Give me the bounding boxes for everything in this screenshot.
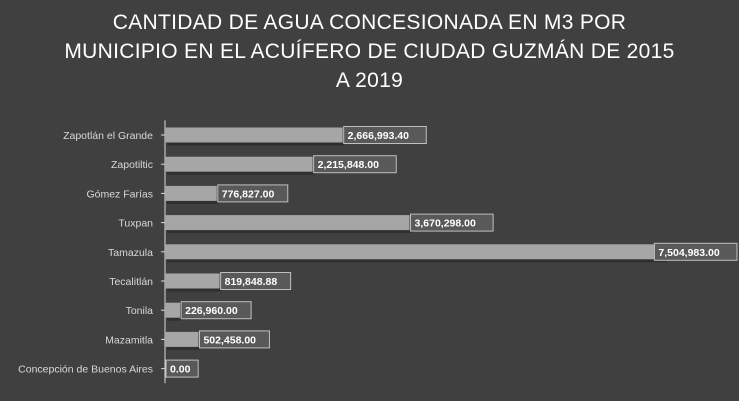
value-label: 2,215,848.00 [318, 159, 379, 171]
category-label: Tuxpan [118, 218, 153, 230]
bar [165, 127, 343, 143]
chart-title-line-2: MUNICIPIO EN EL ACUÍFERO DE CIUDAD GUZMÁ… [64, 40, 675, 63]
chart-title-line-3: A 2019 [335, 69, 404, 92]
chart-title-line-1: CANTIDAD DE AGUA CONCESIONADA EN M3 POR [112, 11, 627, 34]
category-label: Tamazula [108, 247, 153, 259]
value-label-box [653, 242, 738, 261]
bar [165, 215, 410, 231]
value-label: 0.00 [170, 364, 191, 376]
value-label: 502,458.00 [203, 334, 256, 346]
bar [165, 244, 665, 260]
value-label: 2,666,993.40 [348, 130, 409, 142]
bar [165, 156, 313, 172]
bar [165, 302, 181, 318]
category-label: Concepción de Buenos Aires [18, 364, 153, 376]
value-label-box [198, 330, 270, 349]
value-label-box [180, 301, 252, 320]
bar [165, 273, 220, 289]
value-label: 3,670,298.00 [415, 218, 476, 230]
value-label: 819,848.88 [225, 276, 278, 288]
value-label: 7,504,983.00 [658, 247, 719, 259]
category-label: Tecalitlán [109, 276, 153, 288]
value-label-box [410, 213, 494, 232]
bar [165, 185, 217, 201]
category-label: Gómez Farías [86, 188, 153, 200]
bar [165, 331, 199, 347]
value-label-box [343, 126, 427, 144]
chart-title: CANTIDAD DE AGUA CONCESIONADA EN M3 POR … [0, 8, 739, 95]
value-label-box [217, 184, 289, 203]
value-label-box [220, 272, 292, 290]
category-label: Zapotiltic [111, 159, 153, 171]
category-label: Mazamitla [105, 334, 153, 346]
value-label: 226,960.00 [185, 305, 238, 317]
value-label-box [313, 155, 397, 174]
category-label: Tonila [126, 305, 154, 317]
value-label: 776,827.00 [222, 188, 275, 200]
category-label: Zapotlán el Grande [63, 130, 153, 142]
value-label-box [165, 359, 199, 378]
